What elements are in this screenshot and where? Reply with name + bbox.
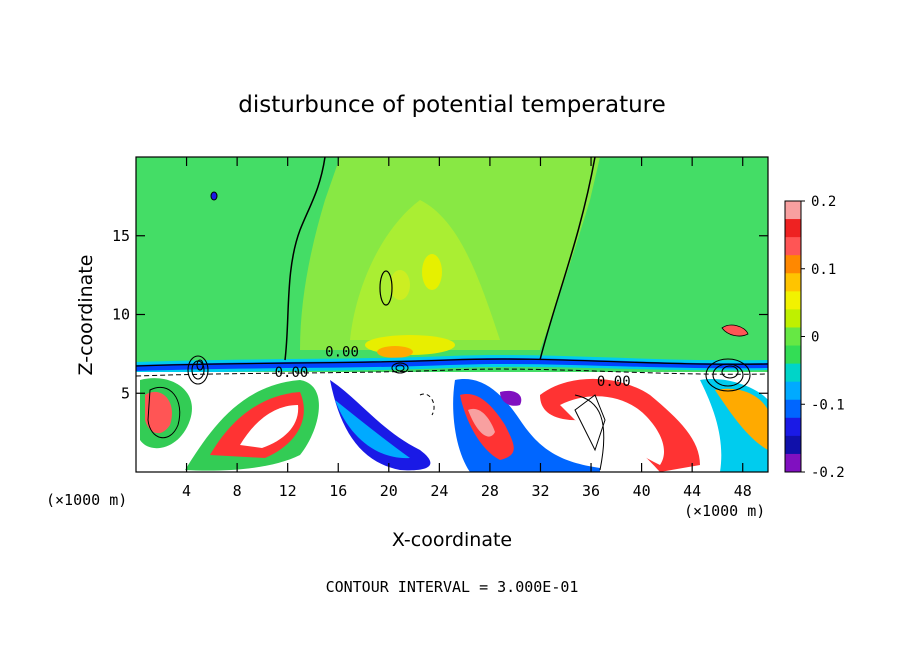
contour-label: 0.00 <box>325 344 359 360</box>
y-axis-label: Z-coordinate <box>75 255 97 376</box>
x-tick-label: 4 <box>182 482 191 500</box>
warm-cell <box>390 270 410 300</box>
colorbar-swatch <box>785 345 801 365</box>
contour-line <box>574 394 606 452</box>
lower-eddy <box>715 388 768 450</box>
colorbar-swatch <box>785 453 801 473</box>
plot-area <box>136 157 768 472</box>
contour-line <box>539 157 596 361</box>
colorbar-tick-label: 0.2 <box>811 194 836 210</box>
colorbar-swatch <box>785 435 801 455</box>
x-tick-label: 32 <box>531 482 549 500</box>
colorbar-swatch <box>785 237 801 256</box>
colorbar-tick-label: 0.1 <box>811 262 836 278</box>
x-unit-label-right: (×1000 m) <box>684 502 765 520</box>
x-tick-label: 24 <box>430 482 448 500</box>
lower-eddy <box>468 408 495 437</box>
contour-cell <box>210 191 218 201</box>
x-tick-label: 16 <box>329 482 347 500</box>
lower-eddy <box>145 391 172 434</box>
contour-labels: 0.00 0.00 0.00 <box>275 344 631 390</box>
contour-line <box>284 157 326 361</box>
colorbar-tick-label: 0 <box>811 330 819 346</box>
lower-eddy <box>500 390 522 406</box>
x-tick-label: 8 <box>233 482 242 500</box>
y-tick-label: 10 <box>112 306 130 324</box>
contour-label: 0.00 <box>597 374 631 390</box>
colorbar-swatch <box>785 417 801 437</box>
contour-line <box>136 358 768 367</box>
colorbar-swatch <box>785 327 801 347</box>
x-tick-label: 12 <box>279 482 297 500</box>
x-axis: 4 8 12 16 20 24 28 32 36 40 44 48 <box>182 157 752 500</box>
colorbar-swatch <box>785 309 801 328</box>
contour-label: 0.00 <box>275 365 309 381</box>
contour-line <box>574 394 605 471</box>
contour-cluster <box>187 355 209 385</box>
x-tick-label: 48 <box>734 482 752 500</box>
lower-eddy <box>240 405 299 448</box>
x-unit-label-left: (×1000 m) <box>46 491 127 509</box>
colorbar-swatch <box>785 219 801 238</box>
contour-line <box>147 387 181 438</box>
contour-line <box>419 393 435 416</box>
x-tick-label: 28 <box>481 482 499 500</box>
contour-line <box>136 368 768 377</box>
y-axis: 5 10 15 <box>112 227 768 402</box>
colorbar-tick-label: -0.1 <box>811 397 845 413</box>
colorbar-swatch <box>785 273 801 292</box>
colorbar-swatch <box>785 363 801 383</box>
y-tick-label: 15 <box>112 227 130 245</box>
warm-cell <box>422 254 442 290</box>
x-axis-label: X-coordinate <box>392 529 512 551</box>
contour-interval-note: CONTOUR INTERVAL = 3.000E-01 <box>326 578 579 596</box>
y-tick-label: 5 <box>121 384 130 402</box>
x-tick-label: 44 <box>683 482 701 500</box>
colorbar-swatch <box>785 201 801 220</box>
chart-title: disturbunce of potential temperature <box>238 92 666 118</box>
lower-eddy <box>560 396 665 465</box>
contour-cluster <box>705 358 751 392</box>
contour-cell <box>721 324 749 337</box>
contour-line <box>379 270 393 306</box>
warm-cell <box>377 346 413 358</box>
lower-eddy <box>330 380 431 471</box>
colorbar-swatch <box>785 399 801 419</box>
colorbar: 0.2 0.1 0 -0.1 -0.2 <box>784 194 845 481</box>
x-tick-label: 20 <box>380 482 398 500</box>
lower-eddy <box>335 400 410 459</box>
x-tick-label: 36 <box>582 482 600 500</box>
colorbar-swatch <box>785 381 801 401</box>
contour-cluster <box>391 362 409 374</box>
colorbar-swatch <box>785 291 801 310</box>
colorbar-tick-label: -0.2 <box>811 465 845 481</box>
colorbar-swatch <box>785 255 801 274</box>
x-tick-label: 40 <box>633 482 651 500</box>
